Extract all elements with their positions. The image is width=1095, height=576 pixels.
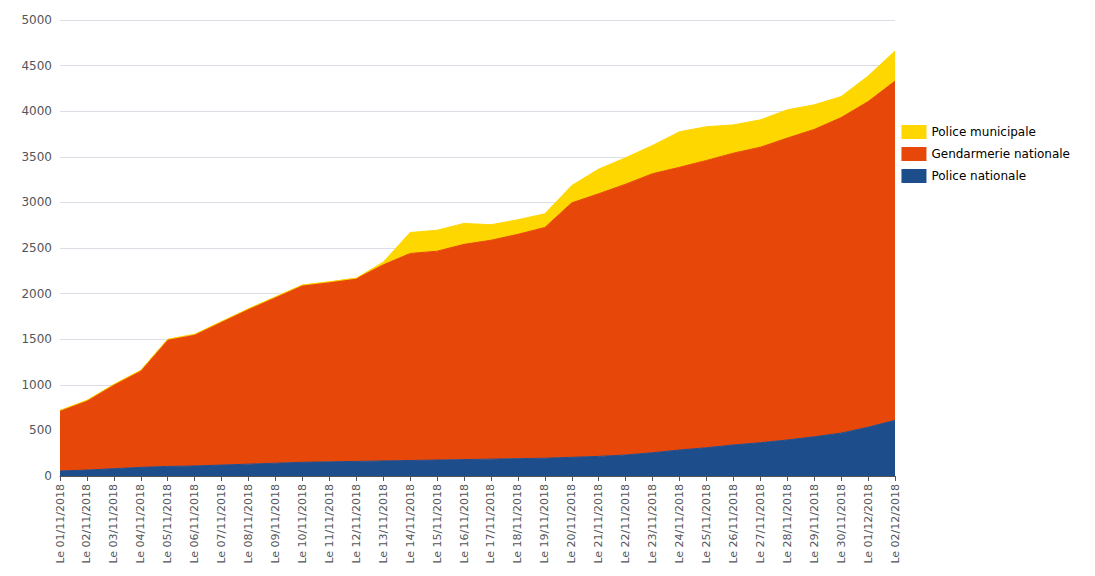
- svg-text:Le 23/11/2018: Le 23/11/2018: [646, 484, 659, 564]
- svg-text:Police nationale: Police nationale: [931, 169, 1026, 183]
- svg-text:Le 27/11/2018: Le 27/11/2018: [754, 484, 767, 564]
- svg-text:Le 18/11/2018: Le 18/11/2018: [511, 484, 524, 564]
- svg-text:Le 26/11/2018: Le 26/11/2018: [727, 484, 740, 564]
- svg-text:Le 29/11/2018: Le 29/11/2018: [808, 484, 821, 564]
- svg-text:Le 03/11/2018: Le 03/11/2018: [107, 484, 120, 564]
- svg-text:Le 05/11/2018: Le 05/11/2018: [161, 484, 174, 564]
- svg-text:Le 17/11/2018: Le 17/11/2018: [484, 484, 497, 564]
- svg-text:Le 28/11/2018: Le 28/11/2018: [781, 484, 794, 564]
- svg-text:Le 15/11/2018: Le 15/11/2018: [431, 484, 444, 564]
- svg-text:Le 04/11/2018: Le 04/11/2018: [134, 484, 147, 564]
- svg-text:Le 19/11/2018: Le 19/11/2018: [538, 484, 551, 564]
- svg-text:Le 25/11/2018: Le 25/11/2018: [700, 484, 713, 564]
- svg-text:Le 14/11/2018: Le 14/11/2018: [404, 484, 417, 564]
- svg-text:Le 07/11/2018: Le 07/11/2018: [215, 484, 228, 564]
- svg-text:Le 09/11/2018: Le 09/11/2018: [269, 484, 282, 564]
- svg-text:Le 06/11/2018: Le 06/11/2018: [188, 484, 201, 564]
- svg-text:Le 21/11/2018: Le 21/11/2018: [592, 484, 605, 564]
- svg-text:3000: 3000: [21, 195, 52, 209]
- svg-text:Le 13/11/2018: Le 13/11/2018: [377, 484, 390, 564]
- svg-text:3500: 3500: [21, 150, 52, 164]
- svg-text:Le 24/11/2018: Le 24/11/2018: [673, 484, 686, 564]
- svg-text:0: 0: [44, 469, 52, 483]
- svg-text:5000: 5000: [21, 13, 52, 27]
- svg-text:1500: 1500: [21, 332, 52, 346]
- svg-text:Le 01/12/2018: Le 01/12/2018: [862, 484, 875, 564]
- svg-text:Le 16/11/2018: Le 16/11/2018: [458, 484, 471, 564]
- svg-text:Le 12/11/2018: Le 12/11/2018: [350, 484, 363, 564]
- svg-text:Le 02/11/2018: Le 02/11/2018: [80, 484, 93, 564]
- svg-text:Le 02/12/2018: Le 02/12/2018: [889, 484, 902, 564]
- svg-text:Le 30/11/2018: Le 30/11/2018: [835, 484, 848, 564]
- svg-text:Le 20/11/2018: Le 20/11/2018: [565, 484, 578, 564]
- svg-text:2000: 2000: [21, 287, 52, 301]
- svg-text:4000: 4000: [21, 104, 52, 118]
- svg-text:2500: 2500: [21, 241, 52, 255]
- svg-text:Police municipale: Police municipale: [931, 125, 1035, 139]
- svg-text:500: 500: [29, 423, 52, 437]
- svg-text:Gendarmerie nationale: Gendarmerie nationale: [931, 147, 1070, 161]
- svg-text:Le 08/11/2018: Le 08/11/2018: [242, 484, 255, 564]
- svg-text:1000: 1000: [21, 378, 52, 392]
- svg-text:Le 11/11/2018: Le 11/11/2018: [323, 484, 336, 564]
- svg-text:Le 22/11/2018: Le 22/11/2018: [619, 484, 632, 564]
- svg-text:Le 10/11/2018: Le 10/11/2018: [296, 484, 309, 564]
- svg-text:4500: 4500: [21, 59, 52, 73]
- svg-text:Le 01/11/2018: Le 01/11/2018: [54, 484, 67, 564]
